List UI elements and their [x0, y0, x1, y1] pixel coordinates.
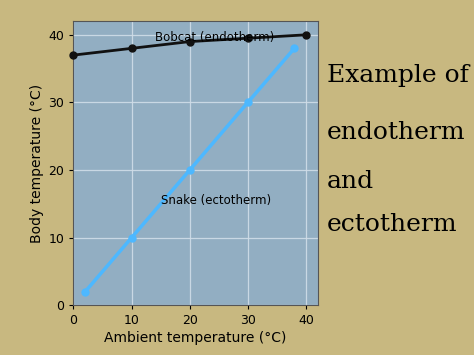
Text: Example of: Example of [327, 64, 469, 87]
Y-axis label: Body temperature (°C): Body temperature (°C) [30, 84, 45, 243]
X-axis label: Ambient temperature (°C): Ambient temperature (°C) [104, 332, 287, 345]
Text: ectotherm: ectotherm [327, 213, 457, 236]
Text: and: and [327, 170, 374, 193]
Text: endotherm: endotherm [327, 121, 465, 144]
Text: Snake (ectotherm): Snake (ectotherm) [161, 194, 271, 207]
Text: Bobcat (endotherm): Bobcat (endotherm) [155, 31, 274, 44]
